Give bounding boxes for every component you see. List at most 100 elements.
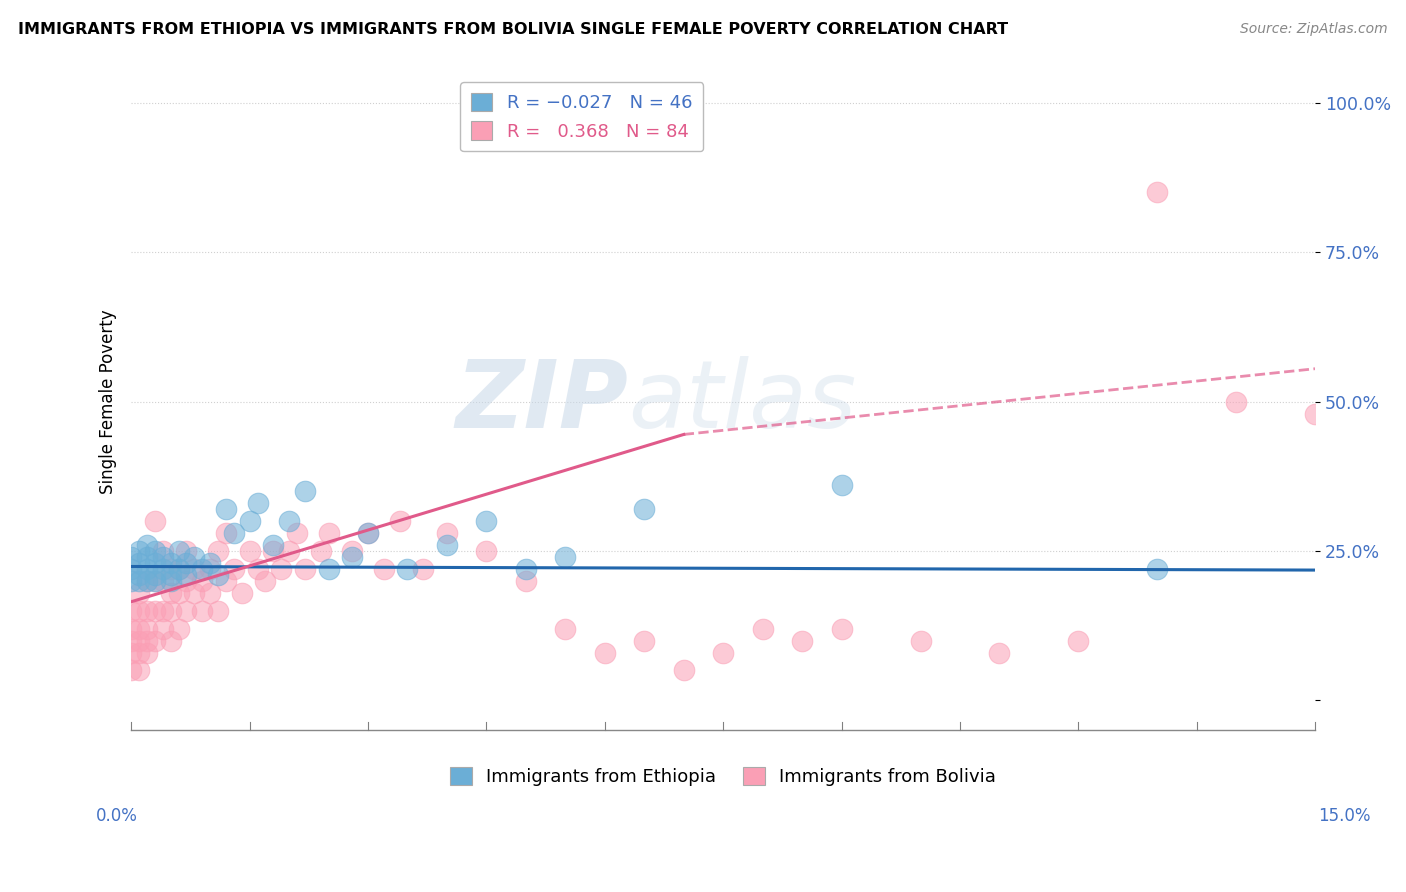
Point — [128, 586, 150, 600]
Point — [254, 574, 277, 588]
Point — [373, 562, 395, 576]
Point — [152, 544, 174, 558]
Point — [239, 544, 262, 558]
Point — [554, 622, 576, 636]
Point — [120, 549, 142, 564]
Point — [120, 646, 142, 660]
Point — [143, 514, 166, 528]
Point — [988, 646, 1011, 660]
Point — [159, 556, 181, 570]
Text: 15.0%: 15.0% — [1319, 807, 1371, 825]
Point — [1384, 442, 1406, 457]
Point — [152, 549, 174, 564]
Point — [270, 562, 292, 576]
Point — [159, 604, 181, 618]
Point — [342, 549, 364, 564]
Point — [342, 544, 364, 558]
Point — [831, 622, 853, 636]
Point — [136, 604, 159, 618]
Point — [593, 646, 616, 660]
Point — [120, 633, 142, 648]
Point — [176, 544, 198, 558]
Point — [128, 604, 150, 618]
Point — [633, 502, 655, 516]
Point — [183, 586, 205, 600]
Point — [357, 526, 380, 541]
Point — [191, 574, 214, 588]
Point — [143, 633, 166, 648]
Point — [128, 646, 150, 660]
Text: 0.0%: 0.0% — [96, 807, 138, 825]
Text: Source: ZipAtlas.com: Source: ZipAtlas.com — [1240, 22, 1388, 37]
Point — [128, 574, 150, 588]
Point — [183, 549, 205, 564]
Point — [198, 556, 221, 570]
Point — [143, 544, 166, 558]
Point — [136, 646, 159, 660]
Point — [136, 622, 159, 636]
Point — [136, 538, 159, 552]
Point — [167, 544, 190, 558]
Point — [294, 484, 316, 499]
Point — [143, 556, 166, 570]
Y-axis label: Single Female Poverty: Single Female Poverty — [100, 310, 117, 494]
Point — [1146, 186, 1168, 200]
Point — [167, 562, 190, 576]
Point — [167, 562, 190, 576]
Point — [475, 544, 498, 558]
Point — [152, 562, 174, 576]
Point — [318, 526, 340, 541]
Point — [412, 562, 434, 576]
Point — [143, 567, 166, 582]
Point — [136, 562, 159, 576]
Point — [215, 502, 238, 516]
Point — [357, 526, 380, 541]
Point — [318, 562, 340, 576]
Point — [159, 562, 181, 576]
Point — [294, 562, 316, 576]
Text: atlas: atlas — [628, 356, 856, 447]
Point — [207, 567, 229, 582]
Point — [167, 586, 190, 600]
Point — [278, 514, 301, 528]
Point — [198, 562, 221, 576]
Point — [128, 556, 150, 570]
Point — [388, 514, 411, 528]
Point — [396, 562, 419, 576]
Point — [436, 526, 458, 541]
Point — [672, 664, 695, 678]
Point — [515, 562, 537, 576]
Point — [136, 549, 159, 564]
Point — [152, 604, 174, 618]
Point — [167, 622, 190, 636]
Point — [120, 622, 142, 636]
Point — [159, 574, 181, 588]
Point — [262, 538, 284, 552]
Point — [751, 622, 773, 636]
Point — [633, 633, 655, 648]
Point — [120, 562, 142, 576]
Point — [1225, 394, 1247, 409]
Point — [120, 604, 142, 618]
Point — [792, 633, 814, 648]
Point — [207, 544, 229, 558]
Point — [285, 526, 308, 541]
Point — [159, 633, 181, 648]
Point — [176, 574, 198, 588]
Point — [1067, 633, 1090, 648]
Point — [475, 514, 498, 528]
Point — [215, 574, 238, 588]
Point — [198, 586, 221, 600]
Point — [515, 574, 537, 588]
Point — [128, 633, 150, 648]
Point — [152, 622, 174, 636]
Point — [143, 574, 166, 588]
Point — [136, 574, 159, 588]
Point — [136, 633, 159, 648]
Point — [120, 574, 142, 588]
Text: IMMIGRANTS FROM ETHIOPIA VS IMMIGRANTS FROM BOLIVIA SINGLE FEMALE POVERTY CORREL: IMMIGRANTS FROM ETHIOPIA VS IMMIGRANTS F… — [18, 22, 1008, 37]
Point — [246, 496, 269, 510]
Point — [191, 604, 214, 618]
Legend: Immigrants from Ethiopia, Immigrants from Bolivia: Immigrants from Ethiopia, Immigrants fro… — [443, 760, 1004, 794]
Point — [143, 604, 166, 618]
